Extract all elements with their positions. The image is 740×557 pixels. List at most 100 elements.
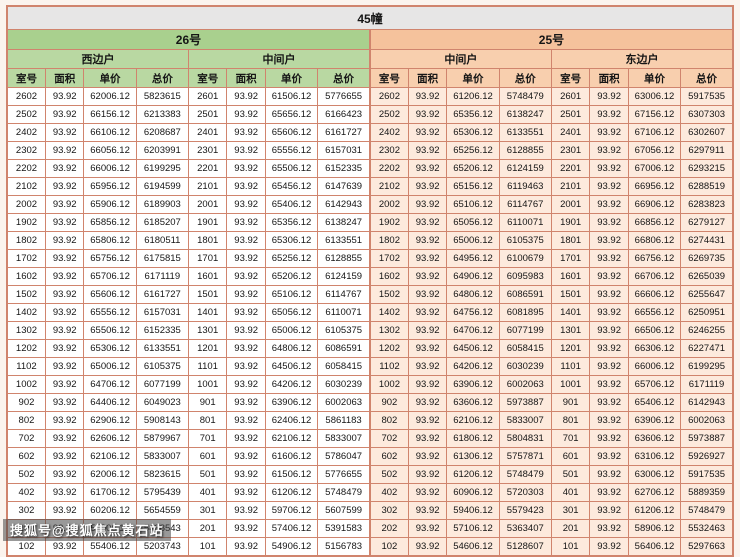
area-cell: 93.92: [407, 537, 448, 557]
unit-price-cell: 63006.12: [627, 465, 682, 484]
room-cell: 902: [368, 393, 409, 412]
col-header-unit-price: 单价: [264, 68, 319, 88]
total-price-cell: 5128607: [498, 537, 552, 557]
section-middle-25: 中间户: [368, 49, 552, 69]
area-cell: 93.92: [226, 159, 266, 178]
table-row: 1702 93.92 65756.12 6175815 1701 93.92 65256.1…: [6, 249, 734, 268]
unit-price-cell: 62106.12: [83, 447, 137, 466]
room-cell: 1902: [368, 213, 409, 232]
unit-price-cell: 62006.12: [83, 87, 137, 106]
table-row: 1302 93.92 65506.12 6152335 1301 93.92 65006.1…: [6, 321, 734, 340]
total-price-cell: 6250951: [680, 303, 734, 322]
area-cell: 93.92: [44, 285, 85, 304]
area-cell: 93.92: [407, 447, 448, 466]
unit-price-cell: 65506.12: [83, 321, 137, 340]
area-cell: 93.92: [407, 213, 448, 232]
room-cell: 2602: [368, 87, 409, 106]
room-cell: 601: [187, 447, 228, 466]
unit-price-cell: 66556.12: [627, 303, 682, 322]
total-price-cell: 6002063: [498, 375, 552, 394]
col-header-unit-price: 单价: [446, 68, 500, 88]
section-west-26: 西边户: [6, 49, 189, 69]
unit-price-cell: 67006.12: [627, 159, 682, 178]
unit-price-cell: 62106.12: [264, 429, 319, 448]
col-header-total-price: 总价: [680, 68, 734, 88]
unit-price-cell: 65006.12: [446, 231, 500, 250]
area-cell: 93.92: [589, 159, 629, 178]
area-cell: 93.92: [226, 519, 266, 538]
total-price-cell: 5156783: [317, 537, 371, 557]
area-cell: 93.92: [44, 303, 85, 322]
total-price-cell: 5776655: [317, 465, 371, 484]
col-header-total-price: 总价: [317, 68, 371, 88]
area-cell: 93.92: [226, 285, 266, 304]
total-price-cell: 5926927: [680, 447, 734, 466]
unit-price-cell: 65706.12: [83, 267, 137, 286]
area-cell: 93.92: [589, 105, 629, 124]
area-cell: 93.92: [589, 519, 629, 538]
unit-price-cell: 57106.12: [446, 519, 500, 538]
room-cell: 1601: [550, 267, 591, 286]
total-price-cell: 6269735: [680, 249, 734, 268]
room-cell: 702: [6, 429, 46, 448]
table-row: 2102 93.92 65956.12 6194599 2101 93.92 65456.1…: [6, 177, 734, 196]
room-cell: 1601: [187, 267, 228, 286]
area-cell: 93.92: [44, 357, 85, 376]
unit-price-cell: 63106.12: [627, 447, 682, 466]
area-cell: 93.92: [589, 141, 629, 160]
room-cell: 101: [550, 537, 591, 557]
area-cell: 93.92: [44, 141, 85, 160]
unit-price-cell: 63906.12: [264, 393, 319, 412]
area-cell: 93.92: [226, 375, 266, 394]
total-price-cell: 5879967: [135, 429, 189, 448]
area-cell: 93.92: [44, 195, 85, 214]
room-cell: 1502: [6, 285, 46, 304]
unit-25-header: 25号: [368, 29, 734, 50]
table-row: 802 93.92 62906.12 5908143 801 93.92 62406.12 5…: [6, 411, 734, 430]
area-cell: 93.92: [226, 411, 266, 430]
total-price-cell: 6058415: [498, 339, 552, 358]
total-price-cell: 6114767: [498, 195, 552, 214]
total-price-cell: 5833007: [498, 411, 552, 430]
room-cell: 1102: [6, 357, 46, 376]
total-price-cell: 6189903: [135, 195, 189, 214]
area-cell: 93.92: [44, 87, 85, 106]
col-header-room: 室号: [187, 68, 228, 88]
room-cell: 1801: [550, 231, 591, 250]
unit-price-cell: 59406.12: [446, 501, 500, 520]
room-cell: 1002: [6, 375, 46, 394]
room-cell: 2101: [187, 177, 228, 196]
room-cell: 1201: [550, 339, 591, 358]
room-cell: 2202: [368, 159, 409, 178]
area-cell: 93.92: [407, 141, 448, 160]
total-price-cell: 6185207: [135, 213, 189, 232]
total-price-cell: 6180511: [135, 231, 189, 250]
unit-price-cell: 65606.12: [264, 123, 319, 142]
unit-price-cell: 65056.12: [446, 213, 500, 232]
room-cell: 2101: [550, 177, 591, 196]
room-cell: 301: [187, 501, 228, 520]
unit-price-cell: 65456.12: [264, 177, 319, 196]
total-price-cell: 6138247: [317, 213, 371, 232]
total-price-cell: 6307303: [680, 105, 734, 124]
area-cell: 93.92: [226, 303, 266, 322]
section-row: 西边户 中间户 中间户 东边户: [6, 49, 734, 69]
total-price-cell: 6157031: [135, 303, 189, 322]
area-cell: 93.92: [407, 285, 448, 304]
unit-price-cell: 65556.12: [83, 303, 137, 322]
unit-price-cell: 65306.12: [83, 339, 137, 358]
total-price-cell: 5579423: [498, 501, 552, 520]
total-price-cell: 6119463: [498, 177, 552, 196]
room-cell: 301: [550, 501, 591, 520]
total-price-cell: 6147639: [317, 177, 371, 196]
total-price-cell: 6171119: [135, 267, 189, 286]
room-cell: 1602: [6, 267, 46, 286]
table-row: 1002 93.92 64706.12 6077199 1001 93.92 64206.1…: [6, 375, 734, 394]
room-cell: 601: [550, 447, 591, 466]
total-price-cell: 5973887: [680, 429, 734, 448]
table-row: 2602 93.92 62006.12 5823615 2601 93.92 61506.1…: [6, 87, 734, 106]
unit-price-cell: 65506.12: [264, 159, 319, 178]
unit-price-cell: 65406.12: [264, 195, 319, 214]
total-price-cell: 6105375: [135, 357, 189, 376]
room-cell: 701: [187, 429, 228, 448]
